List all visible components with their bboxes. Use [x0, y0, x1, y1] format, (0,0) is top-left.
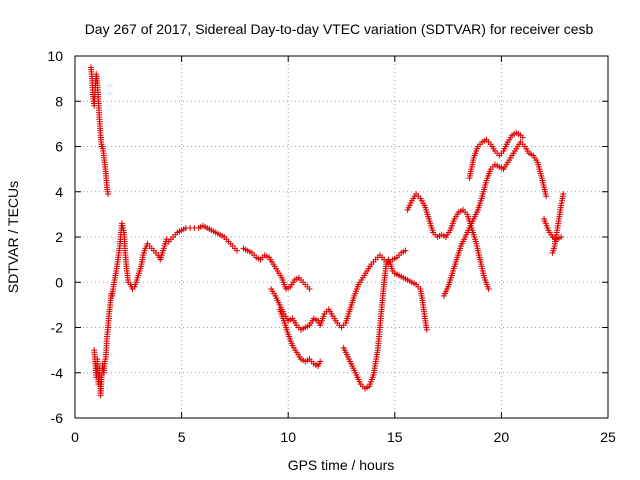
series-s11 — [466, 129, 526, 182]
y-axis-label: SDTVAR / TECUs — [5, 181, 21, 293]
series-s3 — [165, 222, 241, 254]
data-point — [485, 286, 492, 293]
x-axis-label: GPS time / hours — [288, 457, 395, 473]
series-s5 — [268, 247, 409, 333]
y-tick-label: 8 — [55, 93, 63, 109]
x-tick-label: 5 — [178, 429, 186, 445]
series-s1 — [87, 64, 112, 198]
axis-ticks: 0 5 10 15 20 25 -6 -4 -2 0 2 4 6 8 10 — [47, 48, 616, 445]
plot-frame — [74, 55, 609, 419]
series-s2 — [91, 220, 172, 399]
y-tick-label: -2 — [51, 320, 64, 336]
y-tick-label: 4 — [55, 184, 63, 200]
data-point — [519, 134, 526, 141]
grid — [75, 56, 608, 418]
series-s9 — [404, 191, 492, 293]
series-s7 — [340, 256, 398, 392]
series-s4 — [240, 245, 313, 293]
data-point — [306, 286, 313, 293]
series-s6 — [276, 306, 324, 369]
data-point — [543, 193, 550, 200]
x-tick-label: 0 — [71, 429, 79, 445]
data-series — [87, 64, 567, 399]
y-tick-label: 0 — [55, 274, 63, 290]
y-tick-label: 2 — [55, 229, 63, 245]
y-tick-label: 6 — [55, 139, 63, 155]
x-tick-label: 25 — [600, 429, 616, 445]
series-s13 — [549, 191, 567, 256]
x-tick-label: 20 — [494, 429, 510, 445]
series-s8 — [391, 270, 430, 333]
y-tick-label: 10 — [47, 48, 63, 64]
y-tick-label: -6 — [51, 410, 64, 426]
chart-title: Day 267 of 2017, Sidereal Day-to-day VTE… — [85, 21, 594, 37]
data-point — [317, 358, 324, 365]
data-point — [402, 247, 409, 254]
data-point — [560, 191, 567, 198]
data-point — [423, 326, 430, 333]
data-point — [105, 191, 112, 198]
y-tick-label: -4 — [51, 365, 64, 381]
x-tick-label: 15 — [387, 429, 403, 445]
x-tick-label: 10 — [280, 429, 296, 445]
series-s10 — [440, 138, 550, 299]
series-s12 — [541, 215, 565, 243]
data-point — [234, 247, 241, 254]
